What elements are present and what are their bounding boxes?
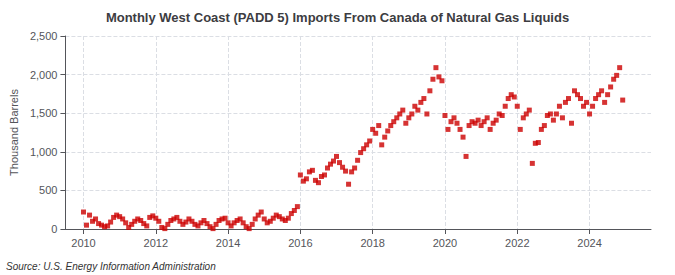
svg-text:2014: 2014: [216, 237, 240, 249]
svg-text:1,500: 1,500: [30, 107, 58, 119]
svg-text:0: 0: [51, 223, 57, 235]
svg-text:Thousand Barrels: Thousand Barrels: [8, 89, 20, 176]
svg-text:2018: 2018: [360, 237, 384, 249]
svg-text:2010: 2010: [71, 237, 95, 249]
svg-text:1,000: 1,000: [30, 146, 58, 158]
svg-text:2020: 2020: [433, 237, 457, 249]
svg-text:2016: 2016: [288, 237, 312, 249]
svg-text:2024: 2024: [577, 237, 601, 249]
svg-text:Source: U.S. Energy Informatio: Source: U.S. Energy Information Administ…: [6, 261, 216, 272]
svg-text:500: 500: [39, 184, 57, 196]
svg-text:2022: 2022: [505, 237, 529, 249]
svg-text:2012: 2012: [144, 237, 168, 249]
svg-text:Monthly West Coast (PADD 5) Im: Monthly West Coast (PADD 5) Imports From…: [106, 10, 569, 25]
svg-text:2,500: 2,500: [30, 30, 58, 42]
svg-text:2,000: 2,000: [30, 69, 58, 81]
